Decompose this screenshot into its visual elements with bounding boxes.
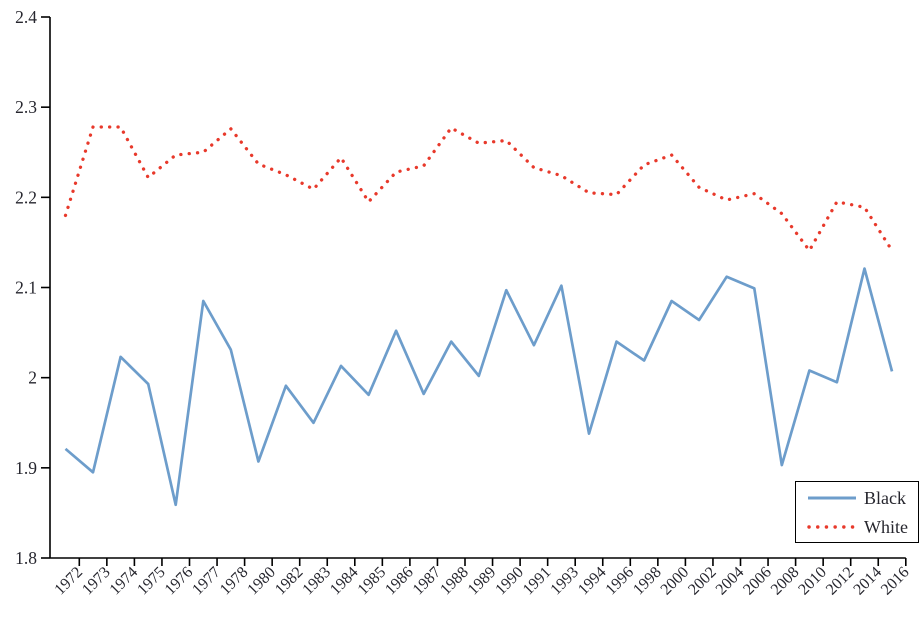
legend: Black White [795, 481, 919, 543]
x-tick-label: 1985 [355, 564, 390, 599]
x-tick-label: 1993 [547, 564, 582, 599]
legend-item-black: Black [807, 488, 910, 508]
x-tick-label: 1996 [602, 564, 637, 599]
x-tick-label: 1982 [272, 564, 307, 599]
black-series-line-swatch [808, 496, 856, 499]
y-tick-label: 2 [28, 368, 37, 388]
legend-label-black: Black [864, 487, 906, 508]
x-tick-label: 1989 [465, 564, 500, 599]
x-tick-label: 1990 [492, 564, 527, 599]
legend-item-white: White [807, 517, 910, 537]
x-tick-label: 1974 [107, 564, 142, 599]
x-tick-label: 1975 [134, 564, 169, 599]
x-tick-label: 1972 [51, 564, 86, 599]
x-tick-label: 1987 [410, 564, 445, 599]
x-tick-label: 1980 [244, 564, 279, 599]
x-tick-label: 1984 [327, 564, 362, 599]
x-tick-label: 1976 [162, 564, 197, 599]
legend-label-white: White [864, 516, 908, 537]
x-tick-label: 2000 [658, 564, 693, 599]
x-tick-label: 2006 [740, 564, 775, 599]
x-tick-label: 2004 [713, 564, 748, 599]
x-tick-label: 1998 [630, 564, 665, 599]
x-tick-label: 1978 [217, 564, 252, 599]
x-tick-label: 1973 [79, 564, 114, 599]
x-tick-label: 1983 [299, 564, 334, 599]
x-tick-label: 1977 [189, 564, 224, 599]
x-tick-label: 2008 [768, 564, 803, 599]
x-tick-label: 2016 [878, 564, 913, 599]
y-tick-label: 2.3 [15, 97, 37, 117]
x-tick-label: 2014 [850, 564, 885, 599]
x-tick-label: 2010 [795, 564, 830, 599]
black-series-line [64, 267, 894, 507]
x-tick-label: 2002 [685, 564, 720, 599]
x-tick-label: 1986 [382, 564, 417, 599]
white-series-line [63, 125, 894, 253]
y-tick-label: 1.8 [15, 548, 37, 568]
white-series-dotted-swatch [807, 524, 857, 529]
y-tick-label: 2.4 [15, 7, 37, 27]
y-tick-label: 1.9 [15, 458, 37, 478]
y-tick-label: 2.1 [15, 278, 37, 298]
x-tick-label: 2012 [823, 564, 858, 599]
y-tick-label: 2.2 [15, 187, 37, 207]
x-tick-label: 1994 [575, 564, 610, 599]
x-tick-label: 1988 [437, 564, 472, 599]
x-tick-label: 1991 [520, 564, 555, 599]
